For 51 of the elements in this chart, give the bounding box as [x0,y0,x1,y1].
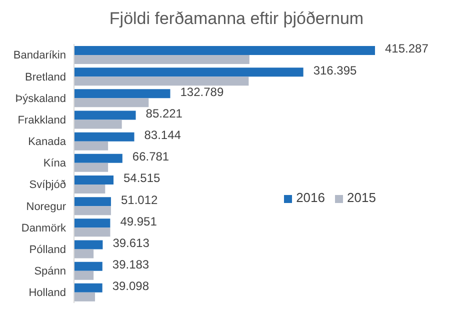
legend-label: 2016 [296,190,325,205]
bar [74,292,96,302]
bar [74,262,102,271]
y-tick-label: Bretland [25,71,66,84]
data-label: 39.098 [112,279,150,294]
y-tick-label: Kanada [28,136,67,148]
bar [74,240,103,250]
y-tick-label: Noregur [26,200,66,213]
data-label: 39.183 [112,258,150,272]
data-label: 83.144 [144,128,182,142]
y-tick-label: Holland [28,287,66,300]
y-tick-label: Pólland [29,244,66,256]
bar [74,206,111,216]
data-label: 66.781 [132,150,170,164]
y-tick-label: Svíþjóð [29,179,66,192]
bar [74,132,134,142]
chart-title: Fjöldi ferðamanna eftir þjóðernum [108,8,365,30]
y-tick-label: Þýskaland [15,92,66,105]
bar [74,76,249,86]
bar [74,184,106,194]
data-label: 132.789 [180,84,224,99]
data-label: 39.613 [112,236,150,250]
bar [74,162,108,172]
bar [74,270,94,280]
bar [74,154,122,163]
y-tick-label: Kína [43,158,67,170]
y-tick-label: Danmörk [21,222,66,234]
data-label: 415.287 [385,42,429,56]
bar [74,89,170,98]
data-label: 51.012 [120,192,158,207]
data-label: 316.395 [313,63,358,78]
bar [74,141,108,150]
data-label: 85.221 [146,106,183,120]
y-tick-label: Bandaríkin [13,50,66,62]
bar [74,249,94,258]
bar [74,176,114,184]
bar [74,55,250,64]
bar [74,218,110,228]
bar [74,197,111,206]
bar [74,283,102,292]
y-tick-label: Spánn [34,266,66,278]
bar [74,110,136,120]
bar [74,68,304,77]
y-tick-label: Frakkland [18,114,66,126]
bar [74,120,122,129]
bar [74,98,149,108]
data-label: 54.515 [124,171,161,186]
bar [74,46,375,55]
data-label: 49.951 [120,214,158,228]
bar [74,228,110,237]
legend-label: 2015 [347,190,376,205]
